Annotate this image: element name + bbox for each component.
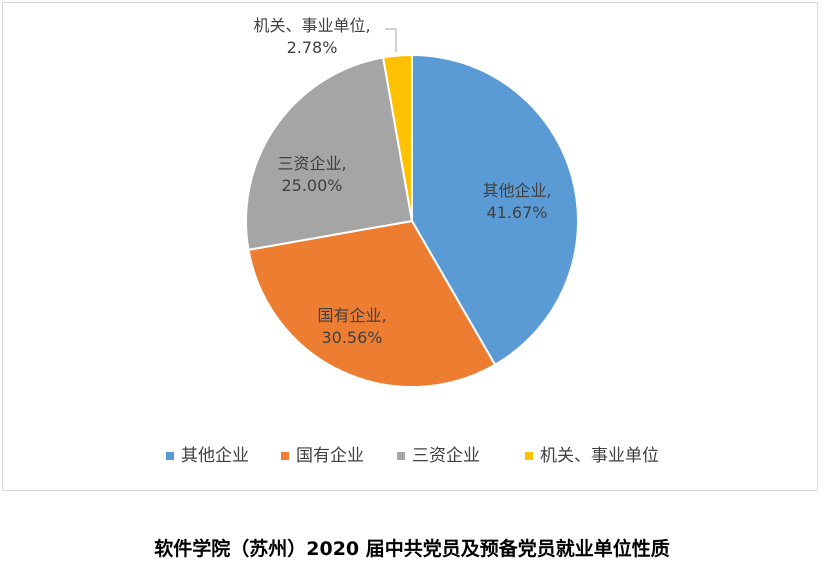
- pie-slice-other-enterprise: [411, 53, 579, 367]
- legend-label-government-institution: 机关、事业单位: [540, 446, 659, 466]
- leader-line: [385, 28, 397, 52]
- legend-swatch-state-owned-enterprise: [281, 452, 289, 460]
- legend-label-other-enterprise: 其他企业: [181, 446, 249, 466]
- legend-swatch-government-institution: [525, 452, 533, 460]
- pie-slice-state-owned-enterprise: [247, 219, 497, 388]
- pie-chart: 其他企业, 41.67% 国有企业, 30.56% 三资企业, 25.00% 机关、事业单位…: [166, 16, 659, 466]
- data-label-value-other-enterprise: 41.67%: [486, 203, 547, 222]
- data-label-name-state-owned-enterprise: 国有企业,: [317, 306, 386, 325]
- pie-slice-foreign-funded-enterprise: [245, 56, 414, 251]
- legend-label-foreign-funded-enterprise: 三资企业: [412, 446, 480, 466]
- chart-caption: 软件学院（苏州）2020 届中共党员及预备党员就业单位性质: [154, 538, 670, 560]
- data-label-value-state-owned-enterprise: 30.56%: [321, 328, 382, 347]
- legend-swatch-foreign-funded-enterprise: [397, 452, 405, 460]
- data-label-name-foreign-funded-enterprise: 三资企业,: [277, 154, 346, 173]
- data-label-name-government-institution: 机关、事业单位,: [253, 16, 370, 35]
- data-label-value-foreign-funded-enterprise: 25.00%: [281, 176, 342, 195]
- data-label-value-government-institution: 2.78%: [287, 38, 338, 57]
- legend-label-state-owned-enterprise: 国有企业: [296, 446, 364, 466]
- data-label-name-other-enterprise: 其他企业,: [482, 181, 551, 200]
- pie-slice-government-institution: [381, 53, 413, 222]
- legend-swatch-other-enterprise: [166, 452, 174, 460]
